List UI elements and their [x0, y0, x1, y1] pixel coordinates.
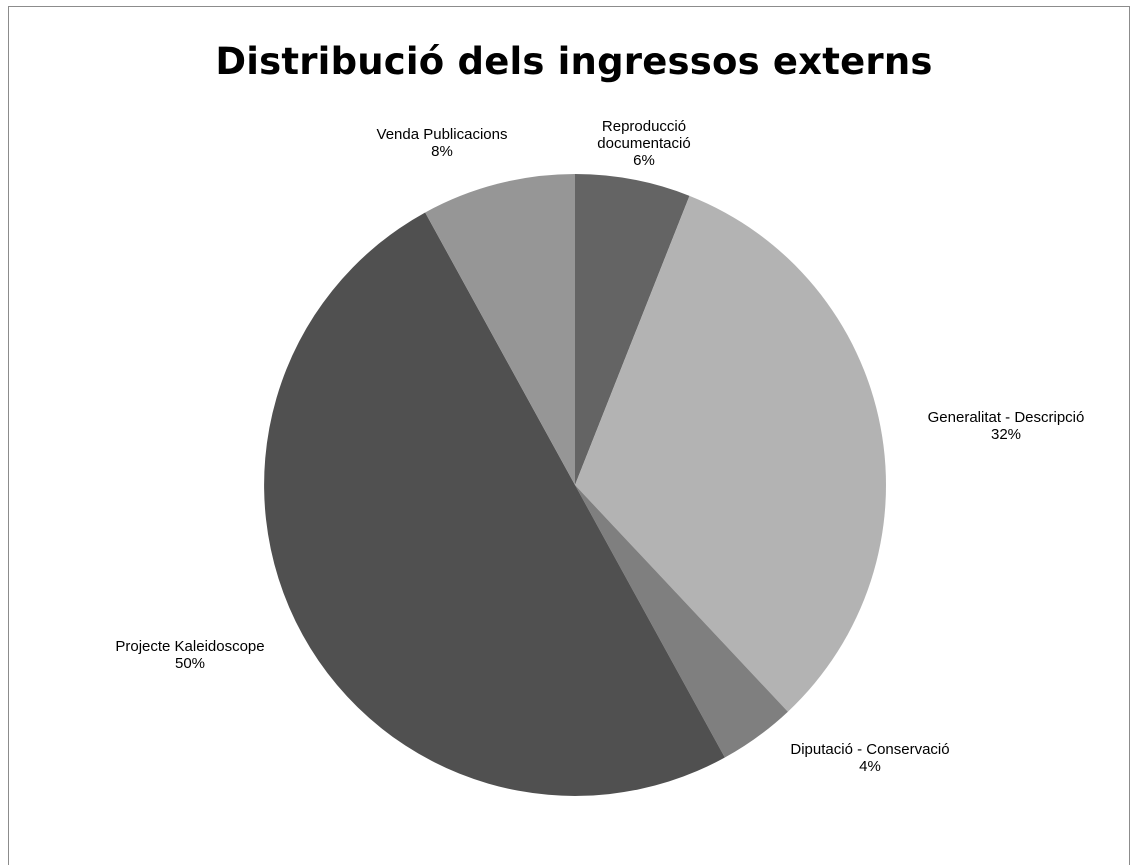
pie-labels: Reproducció documentació 6% Generalitat - D…	[115, 118, 1084, 775]
pie-slice	[264, 212, 725, 796]
chart-title: Distribució dels ingressos externs	[215, 40, 933, 83]
slice-label: Diputació - Conservació 4%	[790, 741, 949, 775]
pie-slice	[575, 195, 886, 712]
slice-label: Reproducció documentació 6%	[597, 118, 690, 169]
pie-slice	[575, 485, 788, 758]
pie-slice	[575, 174, 690, 485]
slice-label: Projecte Kaleidoscope 50%	[115, 638, 264, 672]
pie-slices	[264, 174, 886, 796]
slice-label: Generalitat - Descripció 32%	[928, 409, 1085, 443]
slice-label: Venda Publicacions 8%	[377, 126, 508, 160]
pie-slice	[425, 174, 575, 485]
